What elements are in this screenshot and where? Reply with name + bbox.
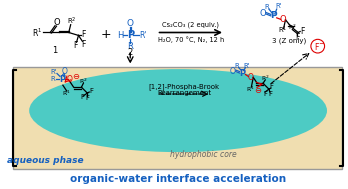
FancyBboxPatch shape (13, 67, 342, 169)
Text: R$^2$: R$^2$ (261, 74, 269, 83)
Text: +: + (101, 28, 111, 41)
Text: F: F (263, 91, 267, 97)
Text: F: F (81, 30, 86, 39)
Text: R$^2$: R$^2$ (288, 23, 297, 32)
Text: organic-water interface acceleration: organic-water interface acceleration (70, 174, 286, 184)
Text: Rearrangement: Rearrangement (157, 90, 211, 96)
Text: R: R (234, 63, 239, 69)
Text: O: O (67, 75, 73, 84)
Text: O: O (127, 19, 134, 28)
Text: F: F (80, 94, 85, 100)
Text: R': R' (51, 69, 57, 74)
Text: O: O (260, 9, 266, 19)
Text: P: P (239, 69, 246, 78)
Text: R$^2$: R$^2$ (67, 16, 77, 27)
Text: R$^2$: R$^2$ (79, 77, 88, 86)
Text: R$^1$: R$^1$ (278, 25, 287, 36)
Text: R$^1$: R$^1$ (32, 26, 42, 39)
Text: P: P (59, 75, 65, 84)
Text: R: R (51, 76, 55, 82)
Text: R': R' (243, 63, 250, 69)
Text: F: F (268, 91, 272, 97)
Text: ⊖: ⊖ (255, 86, 262, 95)
Text: F: F (270, 83, 274, 89)
Text: R': R' (275, 3, 282, 9)
Text: O: O (62, 67, 68, 76)
Text: 1: 1 (53, 46, 58, 55)
Text: O: O (230, 67, 236, 76)
Text: hydrophobic core: hydrophobic core (170, 150, 237, 159)
Text: F: F (300, 27, 304, 36)
Text: 2: 2 (128, 49, 133, 57)
Text: H: H (117, 31, 124, 40)
Text: R: R (127, 42, 133, 51)
Text: Cs₂CO₃ (2 equiv.): Cs₂CO₃ (2 equiv.) (162, 21, 219, 28)
Text: O: O (54, 18, 60, 27)
Text: F: F (295, 33, 299, 42)
Text: F: F (85, 95, 89, 101)
Text: P: P (127, 30, 134, 40)
Text: aqueous phase: aqueous phase (7, 156, 84, 165)
Text: F: F (73, 41, 78, 50)
Text: F: F (81, 40, 86, 49)
Text: −: − (319, 41, 325, 47)
Text: R': R' (139, 31, 147, 40)
Text: R: R (264, 4, 269, 10)
Text: P: P (270, 11, 277, 20)
Text: H₂O, 70 °C, N₂, 12 h: H₂O, 70 °C, N₂, 12 h (158, 36, 224, 43)
Text: R$^1$: R$^1$ (62, 88, 71, 98)
Text: [1,2]-Phospha-Brook: [1,2]-Phospha-Brook (148, 83, 220, 90)
Text: R$^1$: R$^1$ (246, 84, 255, 94)
Ellipse shape (29, 69, 327, 152)
Text: O: O (279, 15, 286, 24)
Text: 3 (Z only): 3 (Z only) (272, 37, 307, 43)
Text: F: F (89, 88, 93, 94)
Text: O: O (247, 73, 253, 82)
Text: ⊖: ⊖ (72, 72, 79, 81)
Text: F: F (315, 43, 319, 52)
